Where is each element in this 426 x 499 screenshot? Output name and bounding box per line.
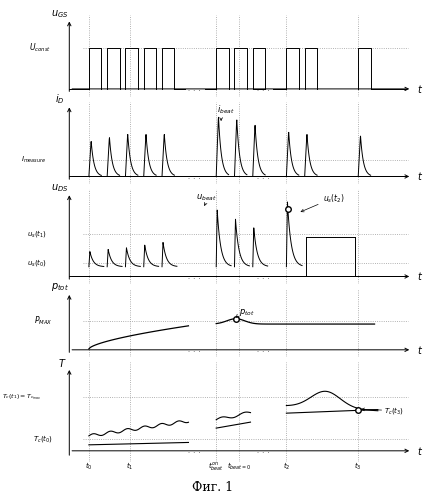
Text: $U_{const}$: $U_{const}$ — [29, 42, 51, 54]
Text: $t_{beat}^{on}$: $t_{beat}^{on}$ — [208, 461, 224, 473]
Text: . . .: . . . — [188, 272, 201, 281]
Text: . . .: . . . — [188, 172, 201, 181]
Text: $t_3$: $t_3$ — [354, 461, 362, 472]
Text: $u_{GS}$: $u_{GS}$ — [51, 8, 68, 20]
Text: $p_{tot}$: $p_{tot}$ — [239, 307, 255, 318]
Text: $T$: $T$ — [58, 357, 67, 369]
Text: . . .: . . . — [188, 84, 201, 93]
Text: Фиг. 1: Фиг. 1 — [193, 481, 233, 494]
Text: $t_1$: $t_1$ — [126, 461, 133, 472]
Text: . . .: . . . — [257, 84, 270, 93]
Text: . . .: . . . — [188, 345, 201, 354]
Text: $I_{measure}$: $I_{measure}$ — [21, 155, 46, 165]
Text: . . .: . . . — [188, 446, 201, 455]
Text: $T_c(t_0)$: $T_c(t_0)$ — [33, 433, 53, 445]
Text: . . .: . . . — [257, 345, 270, 354]
Text: $t_0$: $t_0$ — [85, 461, 93, 472]
Text: $p_{tot}$: $p_{tot}$ — [51, 281, 69, 293]
Text: . . .: . . . — [257, 446, 270, 455]
Text: $u_s(t_1)$: $u_s(t_1)$ — [26, 228, 47, 239]
Text: $i_{beat}$: $i_{beat}$ — [217, 104, 235, 116]
Text: $u_{beat}$: $u_{beat}$ — [196, 193, 217, 203]
Text: $P_{MAX}$: $P_{MAX}$ — [34, 314, 52, 327]
Text: $t_2$: $t_2$ — [283, 461, 290, 472]
Text: $T_c(t_1){=}T_{c_{max}}$: $T_c(t_1){=}T_{c_{max}}$ — [3, 392, 42, 402]
Text: . . .: . . . — [257, 272, 270, 281]
Text: $t_{beat=0}$: $t_{beat=0}$ — [227, 461, 251, 472]
Text: $u_{DS}$: $u_{DS}$ — [51, 182, 68, 194]
Text: . . .: . . . — [257, 172, 270, 181]
Text: $u_s(t_2)$: $u_s(t_2)$ — [323, 192, 345, 205]
Text: $i_D$: $i_D$ — [55, 92, 64, 106]
Text: $t$: $t$ — [417, 83, 423, 95]
Text: $T_c(t_3)$: $T_c(t_3)$ — [384, 405, 404, 416]
Text: $t$: $t$ — [417, 445, 423, 457]
Text: $t$: $t$ — [417, 344, 423, 356]
Text: $t$: $t$ — [417, 171, 423, 183]
Text: $t$: $t$ — [417, 270, 423, 282]
Text: $u_s(t_0)$: $u_s(t_0)$ — [26, 257, 47, 268]
